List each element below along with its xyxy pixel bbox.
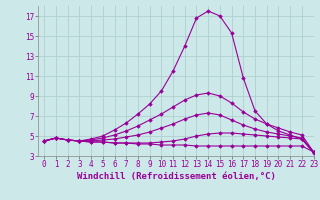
X-axis label: Windchill (Refroidissement éolien,°C): Windchill (Refroidissement éolien,°C): [76, 172, 276, 181]
